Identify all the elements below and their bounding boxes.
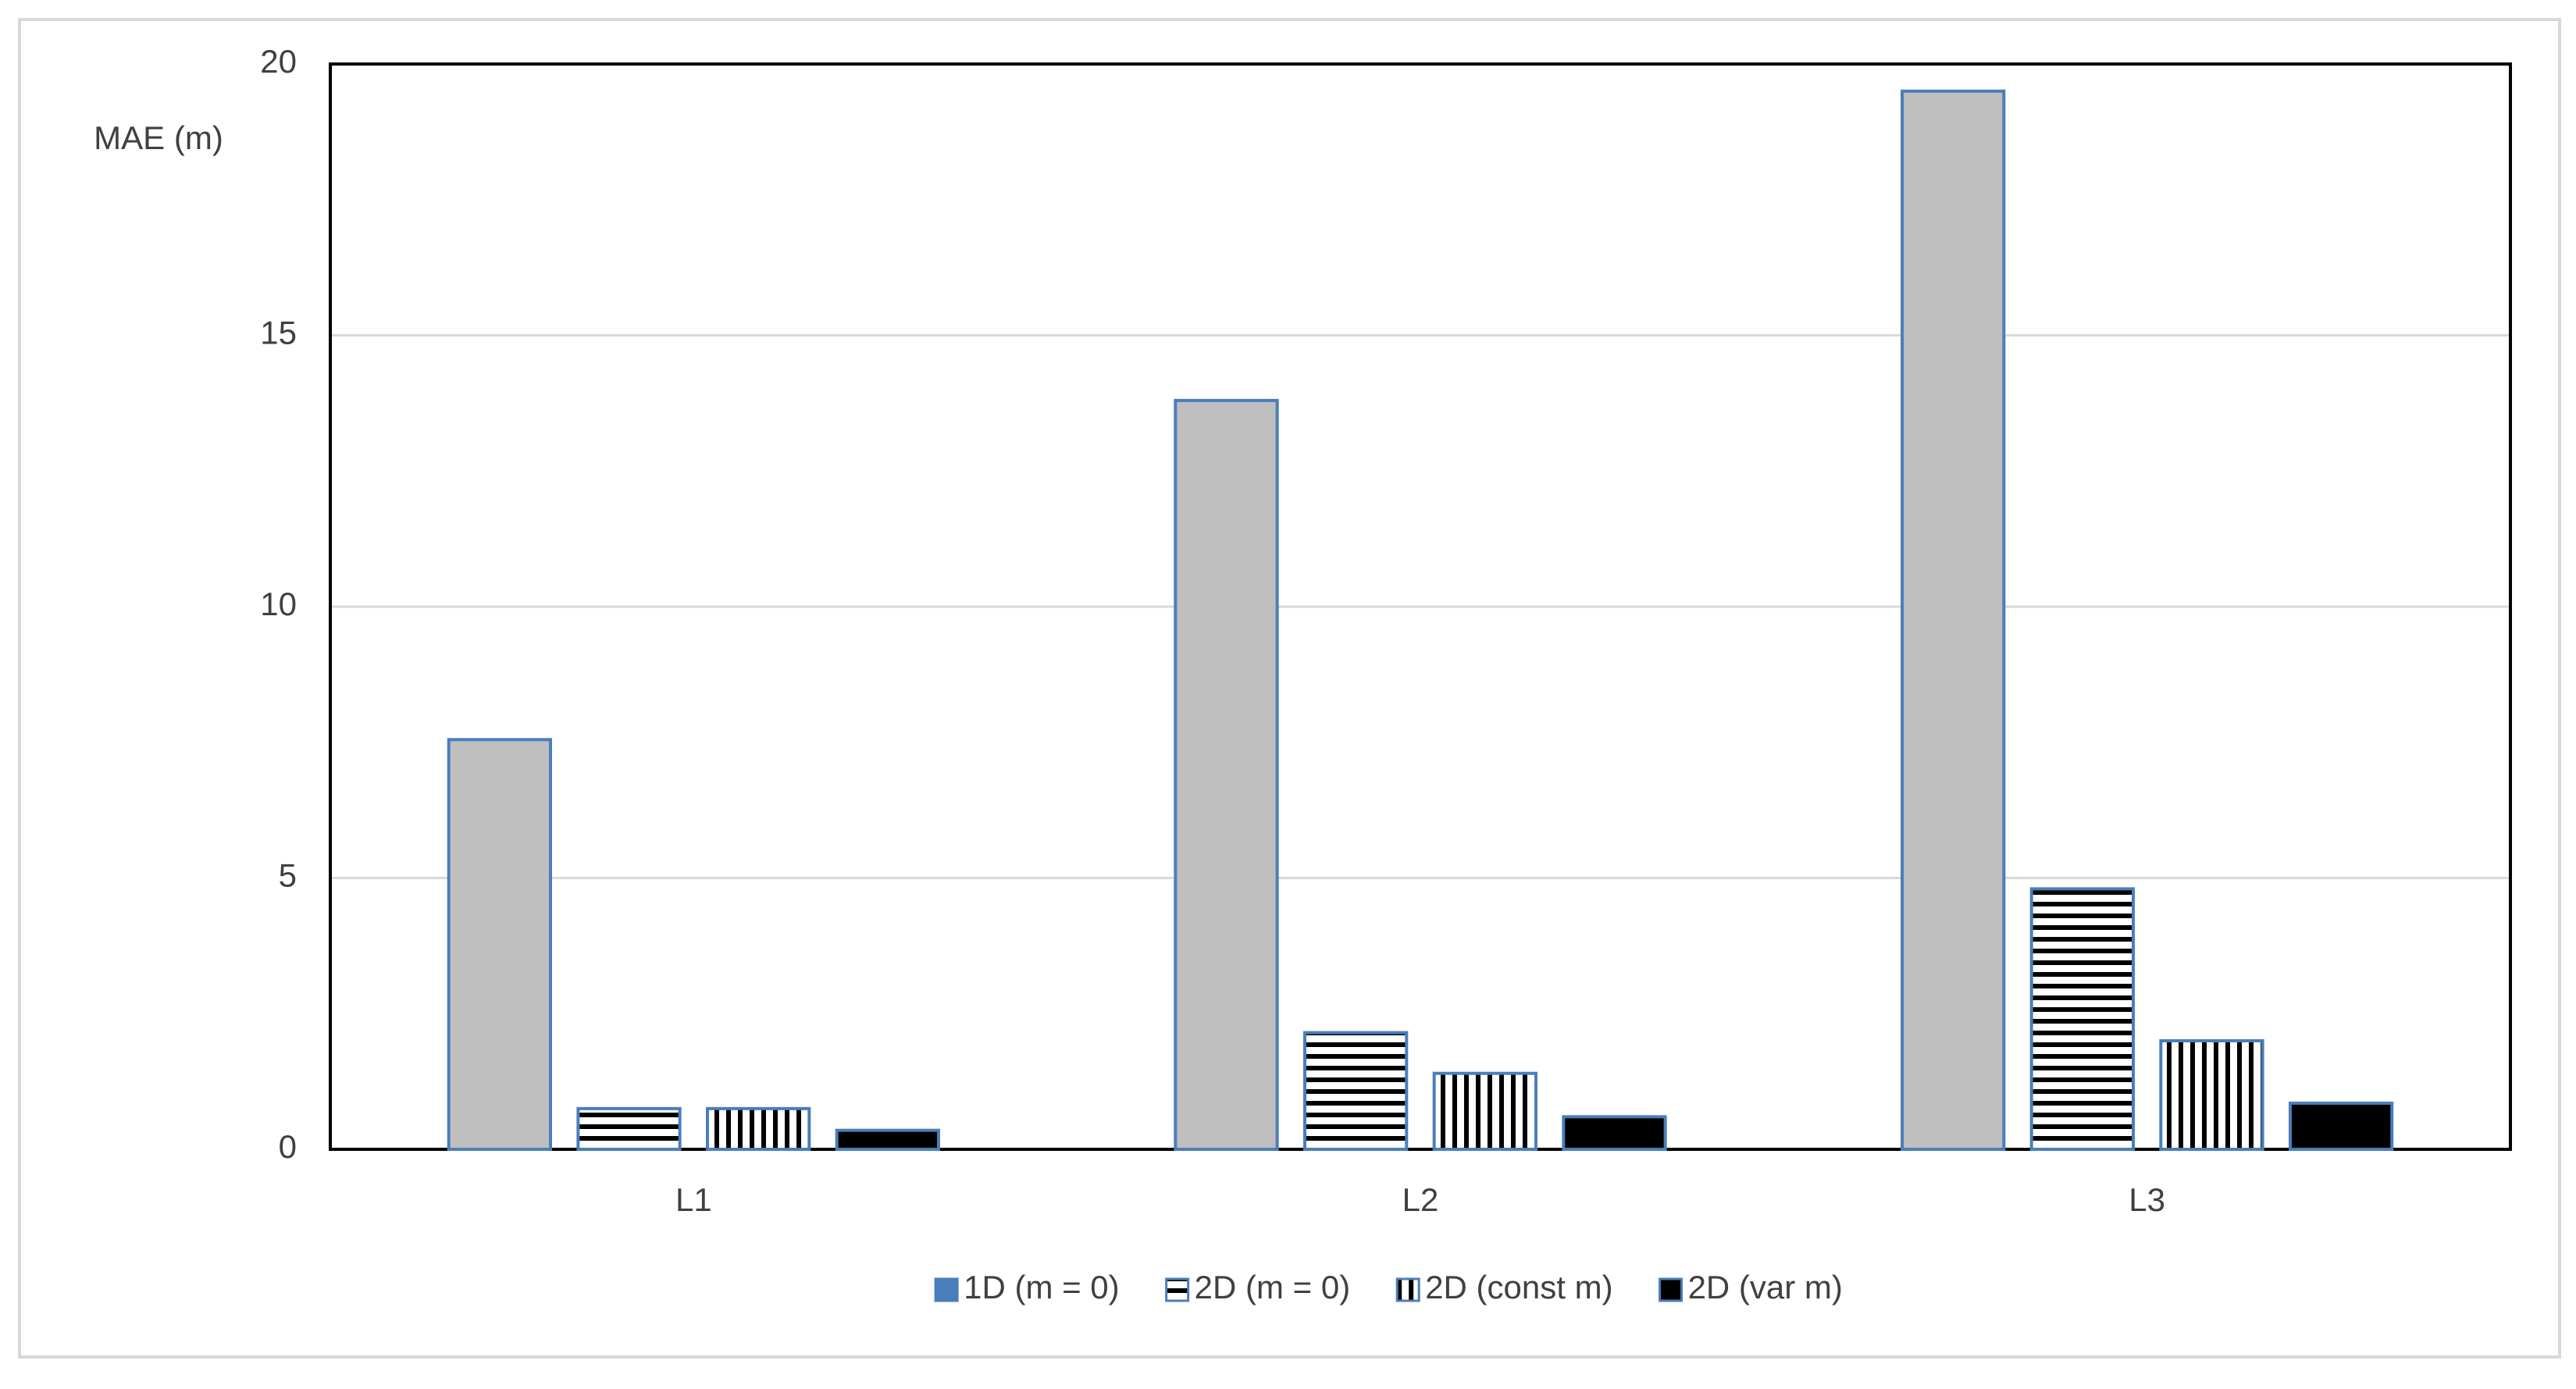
bar [2289, 1101, 2394, 1152]
x-tick-label: L1 [675, 1181, 712, 1218]
legend-item: 2D (var m) [1659, 1269, 1843, 1305]
bar [1174, 398, 1279, 1151]
legend-item: 2D (m = 0) [1165, 1269, 1351, 1305]
y-tick-label: 5 [279, 857, 297, 894]
legend-swatch [934, 1277, 959, 1302]
legend-label: 1D (m = 0) [964, 1269, 1120, 1305]
y-tick-label: 10 [260, 586, 297, 622]
legend-item: 1D (m = 0) [934, 1269, 1120, 1305]
bar [447, 738, 552, 1151]
bar [1432, 1071, 1537, 1151]
legend-label: 2D (const m) [1425, 1269, 1612, 1305]
legend-item: 2D (const m) [1395, 1269, 1613, 1305]
y-tick-label: 20 [260, 43, 297, 80]
bar [576, 1106, 682, 1151]
legend-swatch [1395, 1277, 1420, 1302]
bar [835, 1128, 940, 1152]
x-tick-label: L3 [2129, 1181, 2165, 1218]
y-tick-label: 0 [279, 1128, 297, 1165]
bar [1303, 1031, 1409, 1151]
y-tick-label: 15 [260, 315, 297, 351]
plot-frame [329, 62, 2512, 1151]
bar [2159, 1039, 2264, 1151]
bar [1901, 89, 2006, 1151]
y-axis-label: MAE (m) [94, 119, 223, 156]
legend-label: 2D (m = 0) [1195, 1269, 1351, 1305]
legend-swatch [1659, 1277, 1683, 1302]
bar [706, 1106, 811, 1151]
legend-swatch [1165, 1277, 1190, 1302]
legend-label: 2D (var m) [1688, 1269, 1843, 1305]
bar [1562, 1115, 1667, 1152]
chart-frame [18, 18, 2561, 1359]
bar [2029, 887, 2135, 1152]
x-tick-label: L2 [1402, 1181, 1439, 1218]
